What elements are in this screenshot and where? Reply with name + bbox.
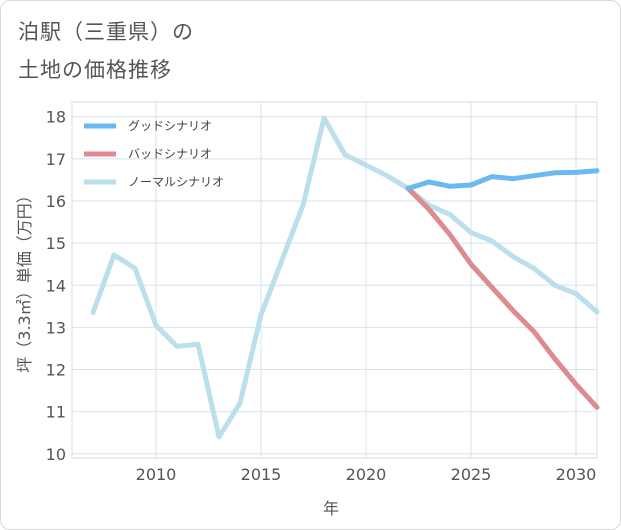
- x-axis-label: 年: [323, 499, 339, 518]
- y-tick-label: 12: [46, 361, 66, 380]
- y-tick-labels: 10 11 12 13 14 15 16 17 18: [46, 108, 66, 464]
- legend-label: ノーマルシナリオ: [128, 175, 224, 189]
- legend-label: グッドシナリオ: [128, 119, 212, 133]
- x-tick-label: 2015: [241, 465, 282, 484]
- plot-area: [71, 101, 598, 459]
- grid-lines: [72, 102, 597, 458]
- y-tick-label: 15: [46, 234, 66, 253]
- series-line-2: [90, 115, 600, 440]
- x-tick-label: 2025: [451, 465, 492, 484]
- x-tick-label: 2020: [346, 465, 387, 484]
- y-tick-label: 16: [46, 192, 66, 211]
- y-tick-label: 18: [46, 108, 66, 127]
- y-axis-label: 坪（3.3㎡）単価（万円）: [15, 187, 34, 372]
- chart-title-line1: 泊駅（三重県）の: [18, 20, 194, 44]
- legend-label: バッドシナリオ: [128, 147, 212, 161]
- chart-title-line2: 土地の価格推移: [18, 58, 172, 82]
- series-line-0: [405, 168, 600, 191]
- series-line-1: [405, 185, 600, 410]
- y-tick-label: 11: [46, 403, 66, 422]
- y-tick-label: 10: [46, 445, 66, 464]
- series-lines: [90, 115, 600, 440]
- x-tick-labels: 2010 2015 2020 2025 2030: [136, 465, 597, 484]
- y-tick-label: 14: [46, 276, 66, 295]
- x-tick-label: 2030: [556, 465, 597, 484]
- x-tick-label: 2010: [136, 465, 177, 484]
- y-tick-label: 17: [46, 150, 66, 169]
- y-tick-label: 13: [46, 318, 66, 337]
